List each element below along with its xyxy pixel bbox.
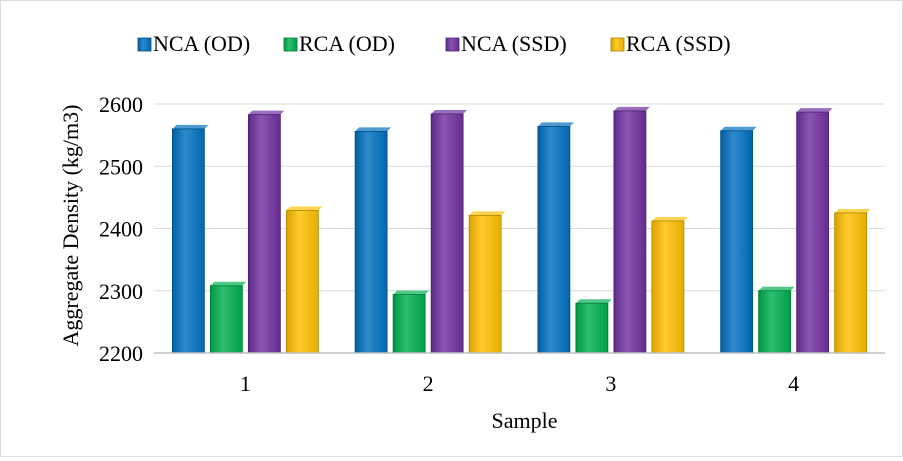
legend-swatch <box>283 37 298 52</box>
legend: NCA (OD) RCA (OD) NCA (SSD) RCA (SSD) <box>137 31 731 56</box>
legend-label: NCA (SSD) <box>461 31 567 56</box>
x-axis-title: Sample <box>492 408 558 433</box>
x-tick-label: 2 <box>423 371 434 396</box>
bar-nca-od-sample-3 <box>537 126 571 354</box>
y-tick-label: 2200 <box>99 341 143 366</box>
bar-top-face <box>172 124 209 129</box>
legend-label: RCA (SSD) <box>626 31 731 56</box>
x-tick-label: 1 <box>240 371 251 396</box>
bar-nca-od-sample-2 <box>354 130 388 354</box>
legend-label: NCA (OD) <box>153 31 250 56</box>
bar-top-face <box>431 109 468 114</box>
bar-rca-ssd-sample-3 <box>651 220 685 354</box>
x-tick-label: 4 <box>788 371 799 396</box>
bar-top-face <box>796 108 833 113</box>
legend-swatch <box>137 37 152 52</box>
bar-nca-od-sample-4 <box>720 130 754 354</box>
bar-nca-ssd-sample-2 <box>430 113 464 354</box>
bar-rca-od-sample-1 <box>209 285 243 354</box>
y-tick-label: 2300 <box>99 279 143 304</box>
bar-nca-ssd-sample-4 <box>796 111 830 354</box>
bar-top-face <box>393 290 430 295</box>
legend-swatch <box>610 37 625 52</box>
bar-top-face <box>834 208 871 213</box>
legend-label: RCA (OD) <box>299 31 395 56</box>
bar-top-face <box>613 106 650 111</box>
bar-nca-ssd-sample-1 <box>247 114 281 354</box>
x-tick-label: 3 <box>605 371 616 396</box>
bar-top-face <box>248 110 285 115</box>
y-tick-label: 2400 <box>99 217 143 242</box>
bar-top-face <box>758 286 795 291</box>
bars <box>171 106 871 354</box>
bar-top-face <box>651 217 688 222</box>
legend-swatch <box>445 37 460 52</box>
bar-top-face <box>355 127 392 132</box>
bar-rca-od-sample-3 <box>575 302 609 354</box>
y-tick-label: 2600 <box>99 92 143 117</box>
bar-rca-ssd-sample-2 <box>468 215 502 354</box>
bar-top-face <box>469 211 506 216</box>
x-axis-ticks: 1 2 3 4 <box>240 371 799 396</box>
bar-top-face <box>210 281 247 286</box>
bar-nca-od-sample-1 <box>171 128 205 354</box>
bar-rca-od-sample-4 <box>758 290 792 354</box>
bar-rca-ssd-sample-1 <box>285 210 319 354</box>
bar-top-face <box>537 122 574 127</box>
bar-top-face <box>286 206 323 211</box>
bar-rca-od-sample-2 <box>392 294 426 354</box>
bar-top-face <box>720 126 757 131</box>
y-axis-title: Aggregate Density (kg/m3) <box>58 105 83 347</box>
bar-rca-ssd-sample-4 <box>834 212 868 354</box>
y-axis-ticks: 2200 2300 2400 2500 2600 <box>99 92 143 366</box>
y-tick-label: 2500 <box>99 154 143 179</box>
bar-nca-ssd-sample-3 <box>613 110 647 354</box>
bar-top-face <box>575 299 612 304</box>
